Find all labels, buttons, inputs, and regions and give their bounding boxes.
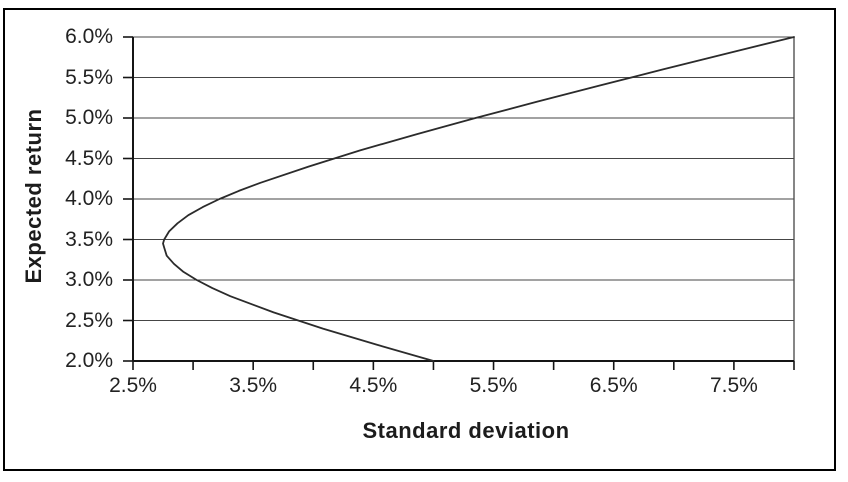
axis-tick-marks xyxy=(123,36,795,370)
y-tick-label: 5.5% xyxy=(65,65,113,89)
y-tick-label: 4.0% xyxy=(65,187,113,210)
y-axis-title: Expected return xyxy=(21,108,46,284)
x-tick-label: 6.5% xyxy=(589,374,638,397)
x-axis-title: Standard deviation xyxy=(362,418,570,443)
x-tick-label: 4.5% xyxy=(349,374,398,397)
frontier-curve-path xyxy=(162,36,795,362)
x-tick-label: 7.5% xyxy=(709,374,758,397)
gridlines xyxy=(133,36,794,362)
axis-lines xyxy=(132,37,794,362)
x-tick-label: 2.5% xyxy=(109,374,157,397)
y-tick-label: 4.5% xyxy=(65,146,113,170)
y-tick-label: 6.0% xyxy=(65,25,113,48)
x-tick-label: 5.5% xyxy=(469,374,518,397)
frontier-curve xyxy=(162,36,795,362)
y-tick-label: 2.5% xyxy=(65,308,113,332)
y-tick-label: 3.5% xyxy=(65,227,113,251)
y-tick-label: 2.0% xyxy=(65,349,113,372)
x-tick-label: 3.5% xyxy=(229,374,278,397)
y-tick-label: 3.0% xyxy=(65,268,113,291)
y-tick-label: 5.0% xyxy=(65,106,113,129)
